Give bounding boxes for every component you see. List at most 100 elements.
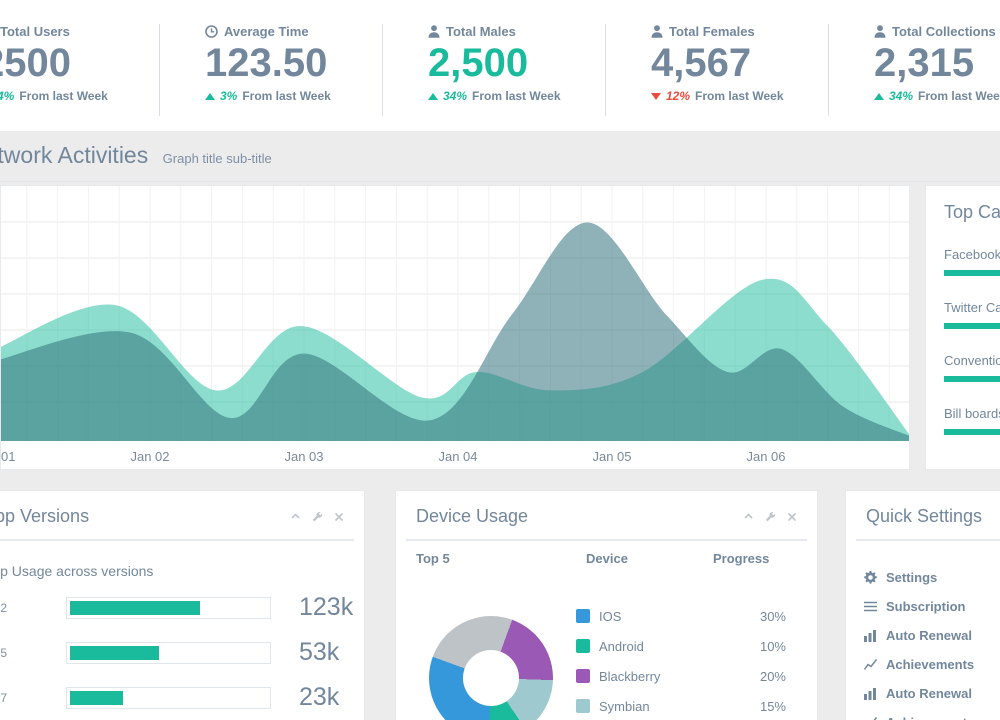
close-icon[interactable] [787, 512, 797, 522]
panel-title: Device Usage [416, 506, 529, 526]
stat-label: Total Users [0, 24, 159, 39]
stat-label-text: Total Users [0, 24, 70, 39]
version-row: v1.5 53k [0, 640, 353, 665]
panel-title: Top Campaign Performance [944, 202, 1000, 222]
panel-tools [743, 511, 807, 522]
x-axis-label: Jan 04 [438, 449, 478, 464]
campaign-label: Conventional Media [944, 353, 1000, 368]
progress-track [944, 323, 1000, 329]
wrench-icon[interactable] [765, 511, 776, 522]
usage-bar-fill [70, 690, 124, 705]
stat-value: 2,500 [428, 41, 529, 85]
list-icon [862, 601, 878, 612]
legend-row: Symbian 15% [576, 691, 786, 720]
panel-title: App Versions [0, 506, 90, 526]
stat-label-text: Total Collections [892, 24, 996, 39]
subscription-item[interactable]: Subscription [862, 592, 1000, 621]
close-icon[interactable] [334, 512, 344, 522]
app-usage-subtitle: App Usage across versions [0, 563, 154, 579]
trend-percent: 4% [0, 89, 15, 103]
trend-text: From last Week [19, 89, 108, 103]
line-chart-icon [862, 659, 878, 670]
app-versions-panel: App Versions App Usage across versions v… [0, 490, 365, 720]
usage-bar-fill [70, 645, 159, 660]
stat-trend: 4% From last Week [0, 89, 159, 103]
stat-label-text: Average Time [224, 24, 309, 39]
chevron-up-icon[interactable] [743, 511, 754, 522]
chart-x-axis: Jan 01 Jan 02 Jan 03 Jan 04 Jan 05 Jan 06 [0, 441, 909, 469]
stat-trend: 12% From last Week [651, 89, 828, 103]
clock-icon [205, 25, 218, 38]
legend-percent: 20% [759, 668, 786, 684]
stat-tile-total-females: Total Females 4,567 12% From last Week [606, 24, 829, 116]
legend-row: Android 10% [576, 631, 786, 661]
achievements-item[interactable]: Achievements [862, 650, 1000, 679]
trend-text: From last Week [695, 89, 784, 103]
usage-bar-box [66, 596, 271, 619]
user-icon [651, 25, 663, 38]
progress-track [944, 376, 1000, 382]
trend-percent: 34% [443, 89, 468, 103]
trend-down-icon [651, 92, 661, 100]
device-usage-headers: Top 5 Device Progress [416, 551, 799, 566]
wrench-icon[interactable] [312, 511, 323, 522]
device-usage-panel: Device Usage Top 5 Device Progress IOS 3… [395, 490, 818, 720]
usage-bar-box [66, 641, 271, 664]
usage-value: 53k [299, 638, 340, 666]
x-axis-label: Jan 01 [0, 449, 16, 464]
trend-up-icon [428, 92, 438, 100]
device-usage-donut-chart [429, 616, 553, 720]
x-axis-label: Jan 05 [592, 449, 632, 464]
campaign-label: Twitter Campaign [944, 300, 1000, 315]
legend-percent: 30% [759, 608, 786, 624]
auto-renewal-item[interactable]: Auto Renewal [862, 679, 1000, 708]
stat-label: Total Males [428, 24, 605, 39]
legend-percent: 10% [759, 638, 786, 654]
device-usage-legend: IOS 30% Android 10% Blackberry 20% Symbi… [576, 601, 786, 720]
legend-swatch-ios [576, 609, 590, 623]
settings-item-label: Subscription [886, 599, 966, 614]
usage-bar-fill [70, 600, 201, 615]
donut-hole [463, 650, 519, 706]
user-icon [874, 25, 886, 38]
achievements-item[interactable]: Achievements [862, 708, 1000, 720]
panel-title: Quick Settings [866, 506, 983, 526]
stat-tile-total-collections: Total Collections 2,315 34% From last We… [829, 24, 1000, 116]
bar-chart-icon [862, 629, 878, 642]
stat-tile-total-users: Total Users 2500 4% From last Week [0, 24, 160, 116]
x-axis-label: Jan 02 [130, 449, 170, 464]
auto-renewal-item[interactable]: Auto Renewal [862, 621, 1000, 650]
stat-label-text: Total Males [446, 24, 516, 39]
stat-value: 2,315 [874, 41, 975, 85]
trend-up-icon [874, 92, 884, 100]
trend-text: From last Week [472, 89, 561, 103]
trend-percent: 12% [666, 89, 691, 103]
progress-track [944, 270, 1000, 276]
version-row: v1.2 123k [0, 595, 353, 620]
stat-label: Average Time [205, 24, 382, 39]
progress-fill [944, 429, 1000, 435]
campaign-item: Conventional Media [944, 353, 1000, 382]
stat-tile-total-males: Total Males 2,500 34% From last Week [383, 24, 606, 116]
legend-label: IOS [599, 608, 622, 624]
version-label: v1.5 [0, 645, 7, 660]
stat-trend: 3% From last Week [205, 89, 382, 103]
stat-label: Total Females [651, 24, 828, 39]
settings-item[interactable]: Settings [862, 563, 1000, 592]
legend-row: IOS 30% [576, 601, 786, 631]
stat-label-text: Total Females [669, 24, 755, 39]
quick-settings-panel: Quick Settings Settings Subscription Aut… [845, 490, 1000, 720]
trend-percent: 34% [889, 89, 914, 103]
bar-chart-icon [862, 687, 878, 700]
campaign-label: Facebook Campaign [944, 247, 1000, 262]
settings-item-label: Auto Renewal [886, 628, 972, 643]
legend-swatch-android [576, 639, 590, 653]
legend-label: Symbian [599, 698, 650, 714]
progress-fill [944, 270, 1000, 276]
progress-fill [944, 323, 1000, 329]
legend-label: Android [599, 638, 644, 654]
settings-item-label: Achievements [886, 657, 975, 672]
x-axis-label: Jan 03 [284, 449, 324, 464]
chevron-up-icon[interactable] [290, 511, 301, 522]
campaign-item: Twitter Campaign [944, 300, 1000, 329]
